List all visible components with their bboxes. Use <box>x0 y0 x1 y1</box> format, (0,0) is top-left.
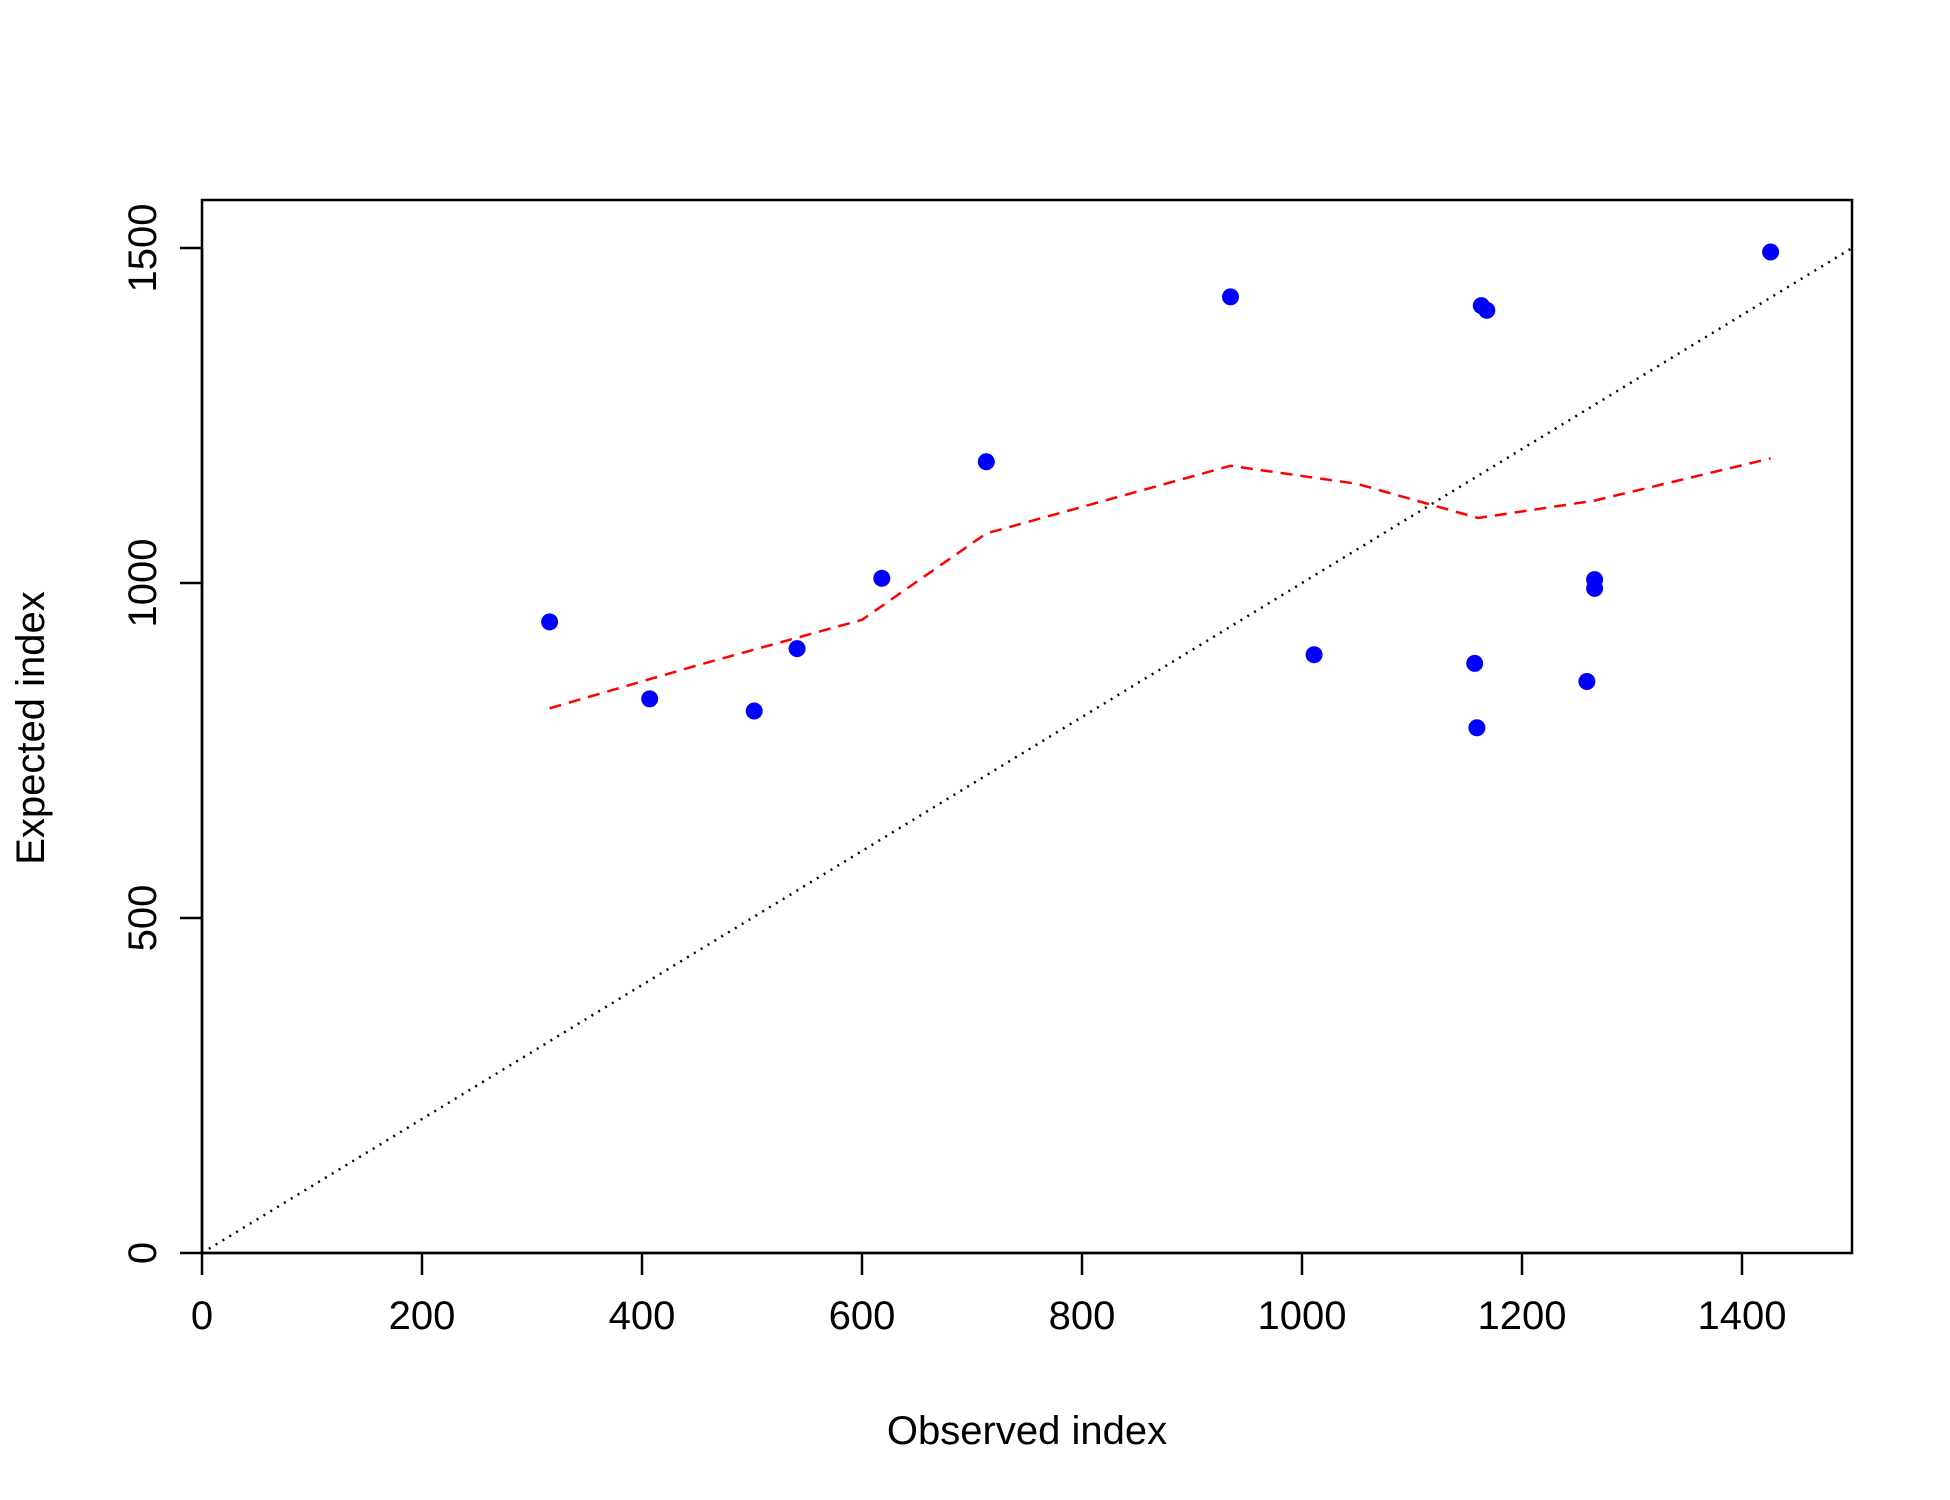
data-point <box>745 702 763 720</box>
x-tick-label: 0 <box>191 1294 213 1338</box>
data-point <box>1468 719 1486 737</box>
identity-line <box>201 246 1853 1255</box>
data-point <box>1478 301 1496 319</box>
data-point <box>641 690 659 708</box>
y-tick-label: 1500 <box>121 204 165 293</box>
y-axis-label: Expected index <box>9 591 53 865</box>
y-tick-label: 0 <box>121 1242 165 1264</box>
data-point <box>1222 288 1239 306</box>
points-layer <box>541 243 1780 737</box>
y-tick-label: 1000 <box>121 539 165 628</box>
data-point <box>873 569 891 587</box>
data-point <box>1586 579 1604 597</box>
data-point <box>977 453 995 471</box>
lines-layer <box>201 246 1853 1255</box>
data-point <box>1466 654 1484 672</box>
x-tick-label: 1400 <box>1698 1294 1787 1338</box>
y-tick-label: 500 <box>121 885 165 952</box>
x-tick-label: 400 <box>609 1294 676 1338</box>
data-point <box>1762 243 1780 261</box>
x-tick-label: 200 <box>389 1294 456 1338</box>
plot-frame <box>200 198 1854 1255</box>
x-tick-label: 600 <box>829 1294 896 1338</box>
x-tick-label: 800 <box>1049 1294 1116 1338</box>
x-tick-label: 1000 <box>1258 1294 1347 1338</box>
data-point <box>541 613 559 631</box>
data-point <box>1578 672 1596 690</box>
x-axis-label: Observed index <box>887 1409 1167 1453</box>
y-axis: 0 500 1000 1500 <box>121 204 204 1264</box>
x-axis: 0 200 400 600 800 1000 1200 1400 <box>191 1251 1787 1338</box>
x-tick-label: 1200 <box>1478 1294 1567 1338</box>
smooth-trend-line <box>549 457 1771 710</box>
data-point <box>1305 646 1323 664</box>
data-point <box>788 640 806 658</box>
